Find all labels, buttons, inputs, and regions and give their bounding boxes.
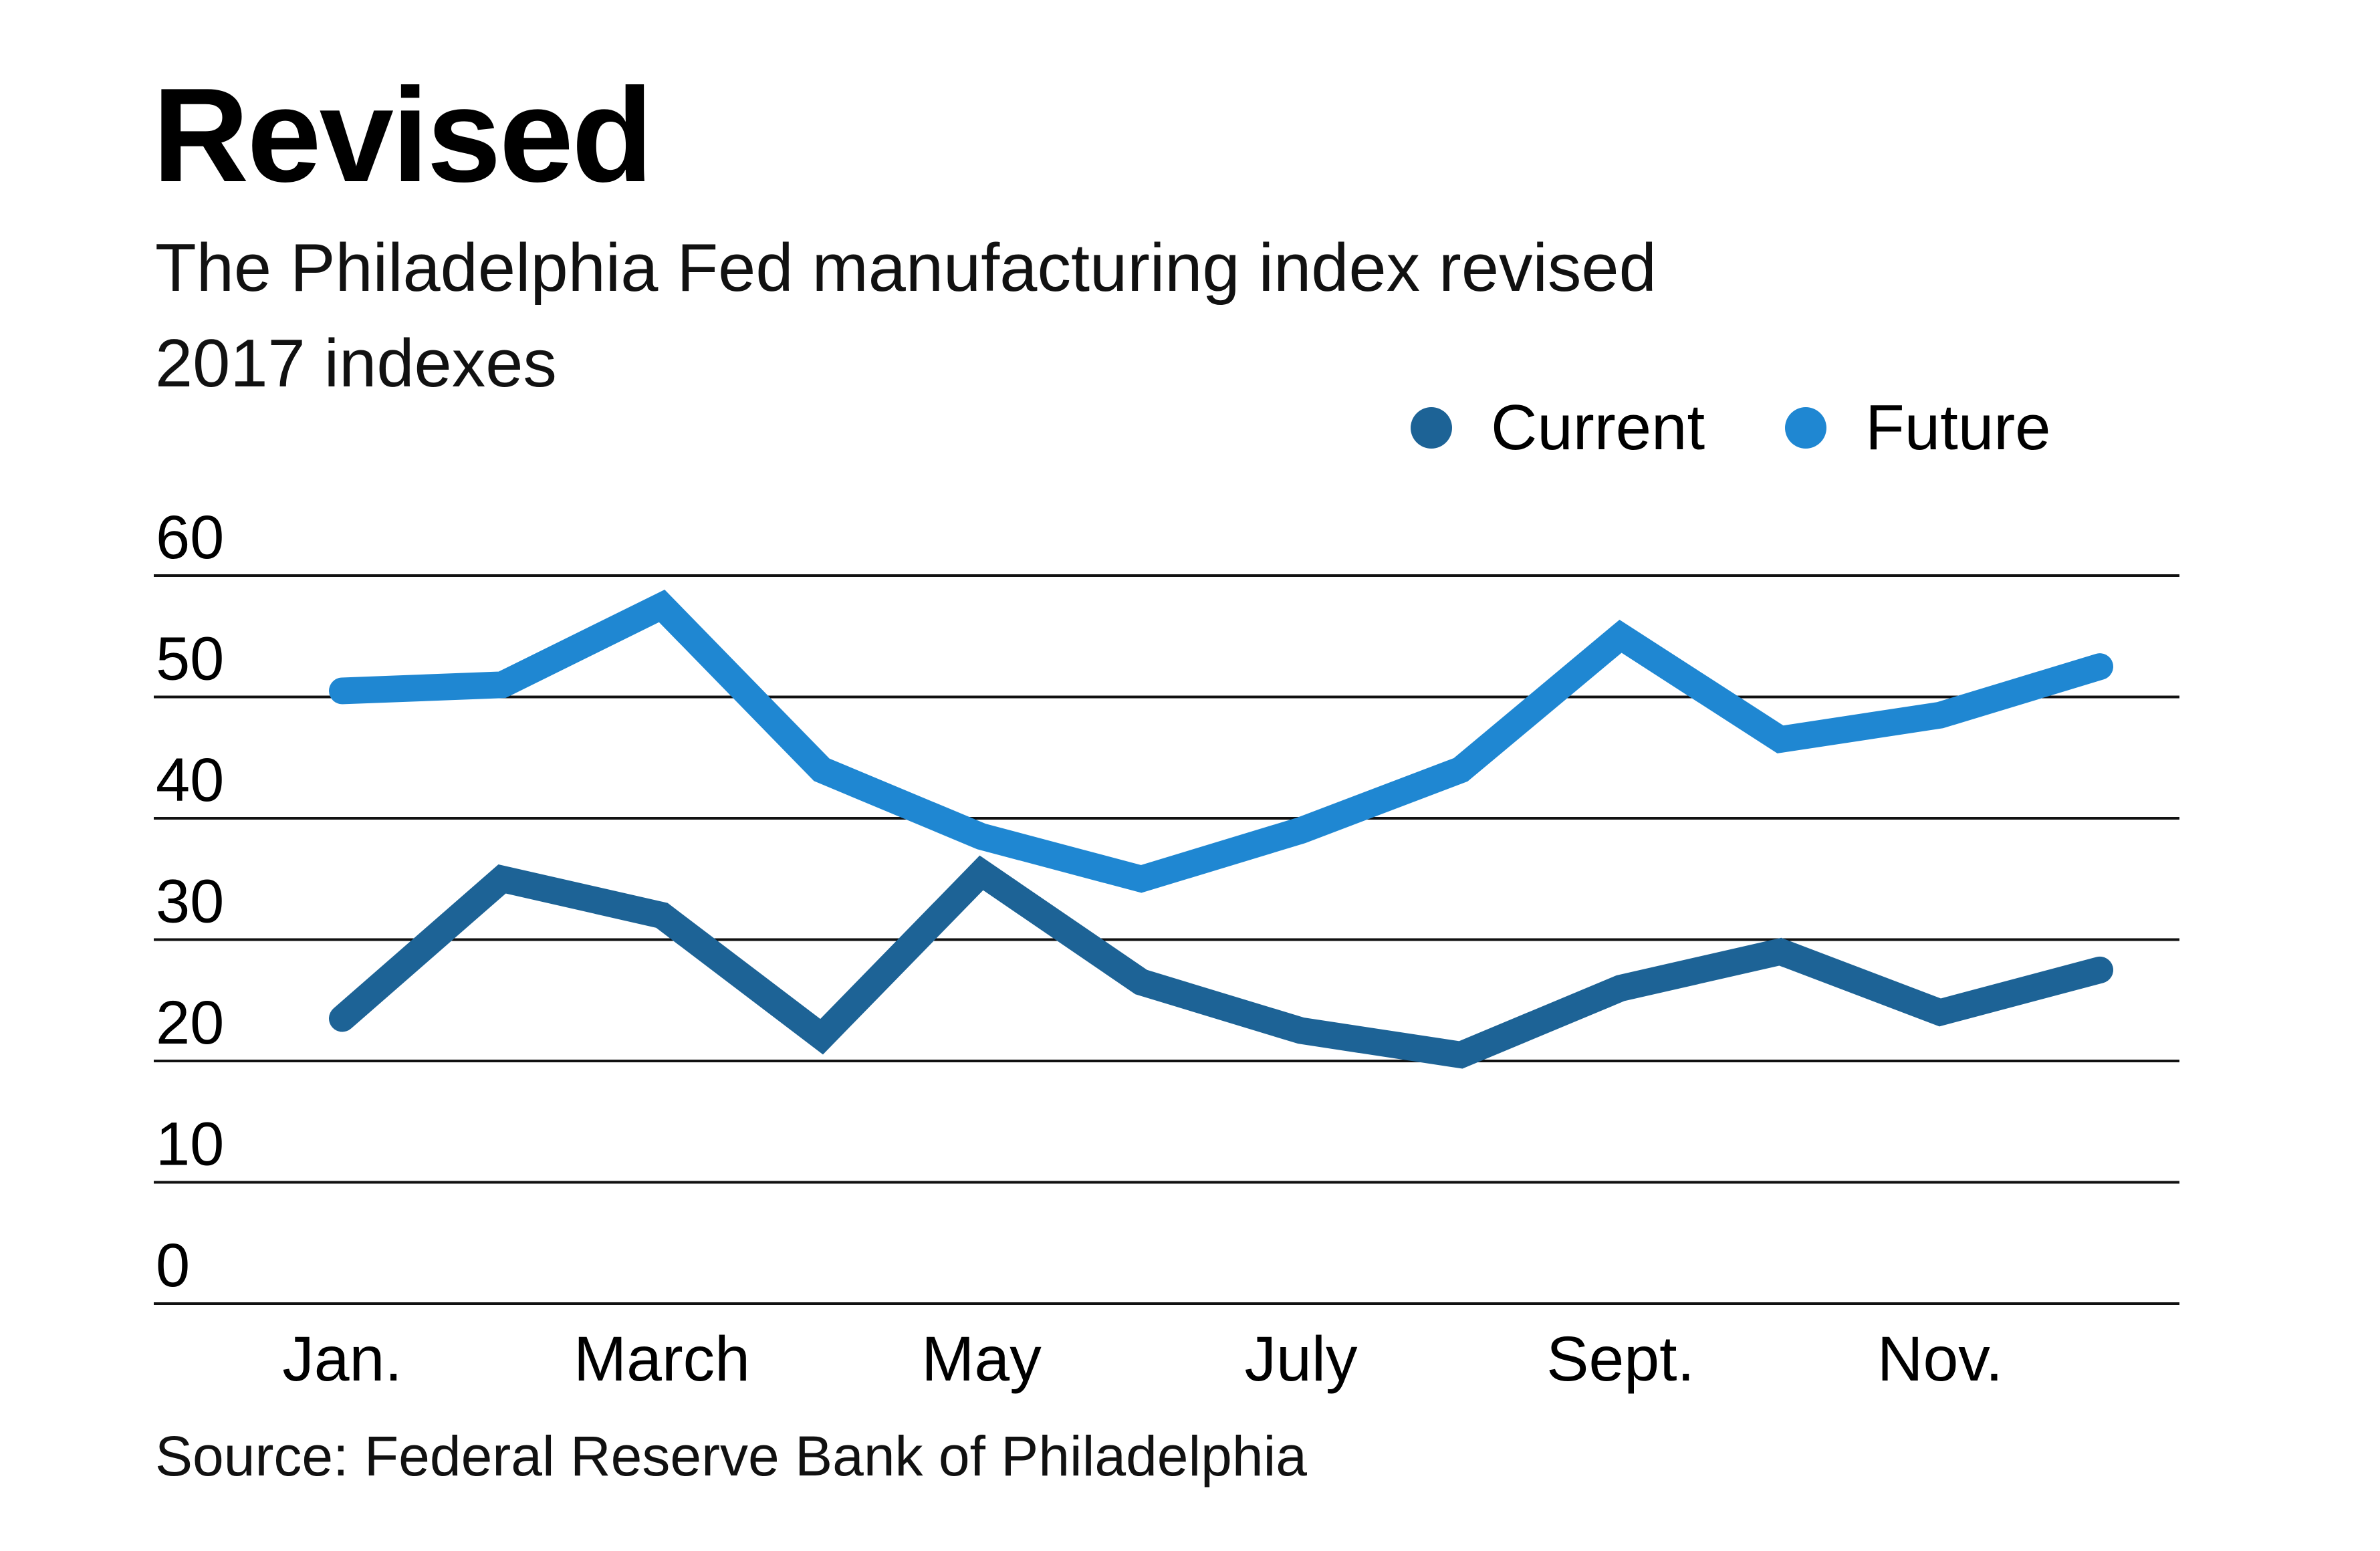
x-tick-label-may: May [921,1324,1042,1395]
x-tick-label-july: July [1245,1324,1358,1395]
y-tick-label-30: 30 [156,868,224,936]
y-tick-label-20: 20 [156,989,224,1057]
current-line [329,855,2113,1069]
source-note: Source: Federal Reserve Bank of Philadel… [155,1425,1307,1487]
x-axis-labels: Jan. March May July Sept. Nov. [282,1324,2003,1395]
y-tick-label-50: 50 [156,625,224,693]
x-tick-label-jan: Jan. [282,1324,402,1395]
legend-item-current: Current [1411,391,1705,465]
y-axis-labels: 0 10 20 30 40 50 60 [156,503,224,1300]
chart-legend: Current Future [1411,391,2051,465]
x-tick-label-sept: Sept. [1546,1324,1695,1395]
chart-subtitle: The Philadelphia Fed manufacturing index… [155,231,1657,402]
page-title: Revised [152,61,653,210]
future-line [329,590,2113,893]
legend-item-future: Future [1785,391,2051,465]
y-tick-label-10: 10 [156,1110,224,1179]
y-tick-label-40: 40 [156,746,224,814]
y-tick-label-0: 0 [156,1231,190,1300]
current-series-dot-icon [1411,407,1452,449]
legend-label-current: Current [1491,392,1705,463]
future-series-dot-icon [1785,407,1827,449]
y-tick-label-60: 60 [156,503,224,572]
legend-label-future: Future [1865,392,2051,463]
x-tick-label-march: March [574,1324,750,1395]
x-tick-label-nov: Nov. [1877,1324,2003,1395]
